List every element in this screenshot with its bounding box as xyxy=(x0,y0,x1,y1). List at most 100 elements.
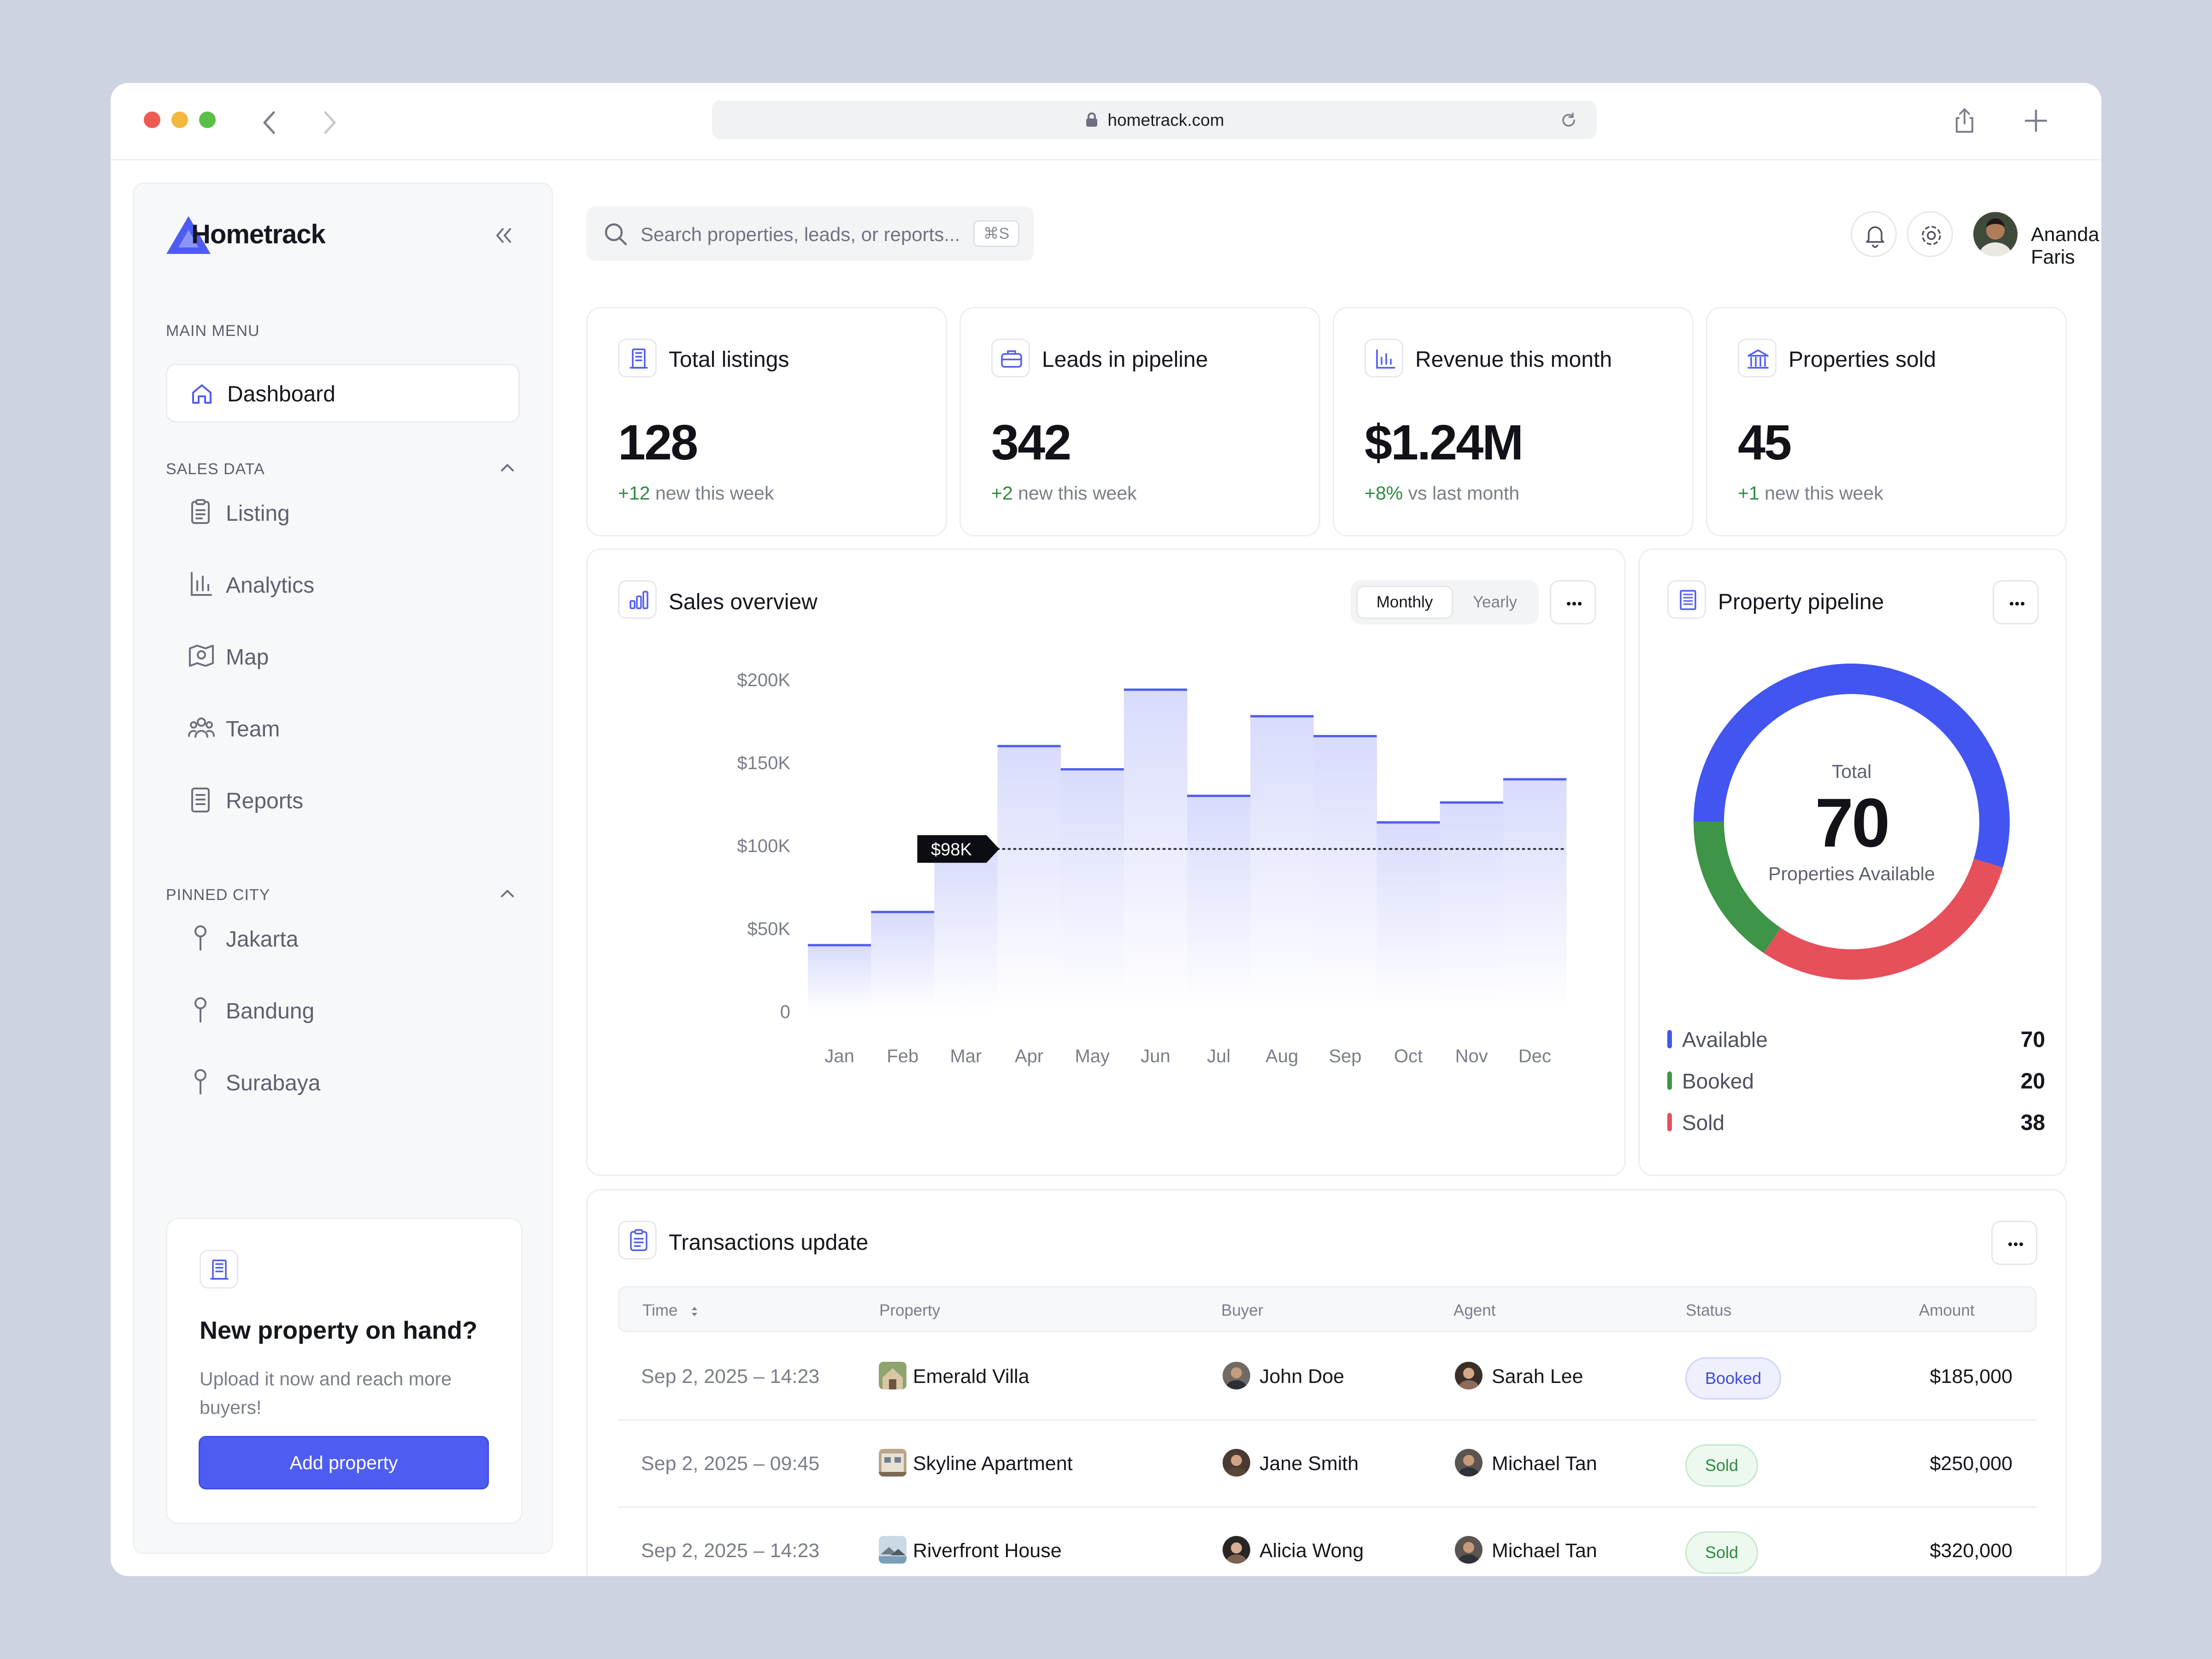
cell-buyer: Jane Smith xyxy=(1259,1453,1359,1475)
sidebar-item-analytics[interactable]: Analytics xyxy=(166,560,520,611)
stat-icon-box xyxy=(1365,339,1403,377)
sidebar-item-map[interactable]: Map xyxy=(166,632,520,682)
cell-property[interactable]: Skyline Apartment xyxy=(913,1453,1073,1475)
sales-overview-title: Sales overview xyxy=(669,590,818,614)
hometrack-logo-icon xyxy=(166,216,211,254)
user-avatar[interactable] xyxy=(1973,212,2018,256)
x-tick-label: Sep xyxy=(1329,1046,1361,1066)
pipeline-more-button[interactable] xyxy=(1993,580,2039,624)
sidebar-item-team[interactable]: Team xyxy=(166,704,520,754)
buyer-avatar xyxy=(1223,1449,1250,1477)
browser-window: hometrack.com Hometrack MAIN MENU Dashbo… xyxy=(111,83,2101,1576)
share-icon[interactable] xyxy=(1953,107,1976,135)
minimize-window-button[interactable] xyxy=(171,112,188,128)
maximize-window-button[interactable] xyxy=(199,112,216,128)
sidebar-item-label: Dashboard xyxy=(227,382,335,406)
browser-toolbar: hometrack.com xyxy=(111,83,2101,160)
address-bar[interactable]: hometrack.com xyxy=(712,100,1597,139)
table-row[interactable]: Sep 2, 2025 – 09:45 Skyline Apartment Ja… xyxy=(618,1422,2036,1508)
agent-avatar-image xyxy=(1455,1449,1483,1477)
legend-label: Booked xyxy=(1682,1069,1754,1093)
close-window-button[interactable] xyxy=(144,112,160,128)
stat-note: new this week xyxy=(1759,482,1883,504)
search-icon xyxy=(605,223,627,246)
stat-value: 45 xyxy=(1738,414,1792,470)
settings-button[interactable] xyxy=(1907,211,1953,257)
collapse-sidebar-icon[interactable] xyxy=(494,226,514,245)
clipboard-icon xyxy=(191,499,210,524)
back-arrow-icon[interactable] xyxy=(259,109,281,136)
sidebar-item-jakarta[interactable]: Jakarta xyxy=(166,914,520,965)
new-tab-icon[interactable] xyxy=(2024,109,2048,133)
add-property-button[interactable]: Add property xyxy=(199,1436,489,1489)
search-bar[interactable]: Search properties, leads, or reports... … xyxy=(586,206,1034,261)
agent-avatar xyxy=(1455,1449,1483,1477)
x-tick-label: Apr xyxy=(1015,1046,1043,1066)
notifications-button[interactable] xyxy=(1851,211,1897,257)
toggle-yearly[interactable]: Yearly xyxy=(1473,593,1517,611)
legend-swatch-booked xyxy=(1667,1071,1672,1090)
stat-subtext: +12 new this week xyxy=(618,482,774,504)
chevron-up-icon[interactable] xyxy=(499,460,516,474)
legend-sold: Sold 38 xyxy=(1667,1110,2045,1142)
user-name[interactable]: Ananda Faris xyxy=(2031,224,2100,268)
sidebar-item-dashboard[interactable]: Dashboard xyxy=(166,364,520,423)
sidebar-item-label: Jakarta xyxy=(226,927,299,952)
bar-dec xyxy=(1503,779,1567,1012)
sidebar-item-reports[interactable]: Reports xyxy=(166,776,520,826)
location-pin-icon xyxy=(194,1069,206,1094)
cell-agent: Michael Tan xyxy=(1492,1453,1597,1475)
sidebar-item-label: Listing xyxy=(226,501,290,526)
x-tick-label: Jul xyxy=(1207,1046,1230,1066)
sidebar-item-surabaya[interactable]: Surabaya xyxy=(166,1058,520,1108)
transactions-card: Transactions update Time Property Buyer … xyxy=(586,1189,2067,1576)
stat-note: new this week xyxy=(1012,482,1137,504)
donut-center-value: 70 xyxy=(1815,784,1890,861)
stat-icon-box xyxy=(618,339,657,377)
stat-title: Leads in pipeline xyxy=(1042,347,1208,372)
building-icon xyxy=(629,348,648,369)
building-icon-box xyxy=(200,1250,238,1288)
stat-delta: +2 xyxy=(991,482,1013,504)
reload-icon[interactable] xyxy=(1560,112,1577,129)
cell-amount: $250,000 xyxy=(1930,1453,2012,1475)
sales-overview-card: Sales overview Monthly Yearly $200K $150K… xyxy=(586,548,1626,1176)
chevron-up-icon[interactable] xyxy=(499,886,516,900)
bar-jul xyxy=(1187,796,1251,1012)
cell-time: Sep 2, 2025 – 14:23 xyxy=(641,1540,820,1562)
sidebar-item-listing[interactable]: Listing xyxy=(166,488,520,539)
buyer-avatar xyxy=(1223,1536,1250,1564)
cell-property[interactable]: Riverfront House xyxy=(913,1540,1062,1562)
bar-sep xyxy=(1313,736,1377,1012)
highlight-label: $98K xyxy=(931,840,972,859)
toggle-monthly[interactable]: Monthly xyxy=(1356,586,1453,619)
legend-booked: Booked 20 xyxy=(1667,1069,2045,1101)
forward-arrow-icon[interactable] xyxy=(318,109,340,136)
cell-time: Sep 2, 2025 – 14:23 xyxy=(641,1365,820,1388)
search-shortcut-badge: ⌘S xyxy=(973,220,1019,247)
transactions-icon-box xyxy=(618,1221,657,1259)
buyer-avatar-image xyxy=(1223,1449,1250,1477)
main-menu-label: MAIN MENU xyxy=(166,322,260,340)
table-row[interactable]: Sep 2, 2025 – 14:23 Emerald Villa John D… xyxy=(618,1335,2036,1421)
donut-segment-available xyxy=(1694,664,2010,868)
sales-more-button[interactable] xyxy=(1550,580,1596,624)
transactions-more-button[interactable] xyxy=(1991,1221,2037,1265)
bar-chart-icon xyxy=(191,572,212,596)
url-text: hometrack.com xyxy=(712,111,1597,130)
stat-card-revenue: Revenue this month $1.24M +8% vs last mo… xyxy=(1333,307,1694,536)
y-tick-label: $150K xyxy=(737,753,790,773)
search-input[interactable]: Search properties, leads, or reports... xyxy=(641,224,960,245)
chart-icon xyxy=(1376,349,1395,369)
sidebar-item-bandung[interactable]: Bandung xyxy=(166,986,520,1036)
bell-icon xyxy=(1866,226,1884,248)
stat-card-total-listings: Total listings 128 +12 new this week xyxy=(586,307,947,536)
cell-property[interactable]: Emerald Villa xyxy=(913,1365,1030,1388)
sidebar-item-label: Map xyxy=(226,645,269,670)
column-header-time[interactable]: Time xyxy=(642,1301,700,1320)
bar-jun xyxy=(1124,689,1188,1012)
more-horizontal-icon xyxy=(2008,1242,2023,1246)
table-row[interactable]: Sep 2, 2025 – 14:23 Riverfront House Ali… xyxy=(618,1509,2036,1576)
legend-swatch-available xyxy=(1667,1030,1672,1048)
location-pin-icon xyxy=(194,997,206,1023)
